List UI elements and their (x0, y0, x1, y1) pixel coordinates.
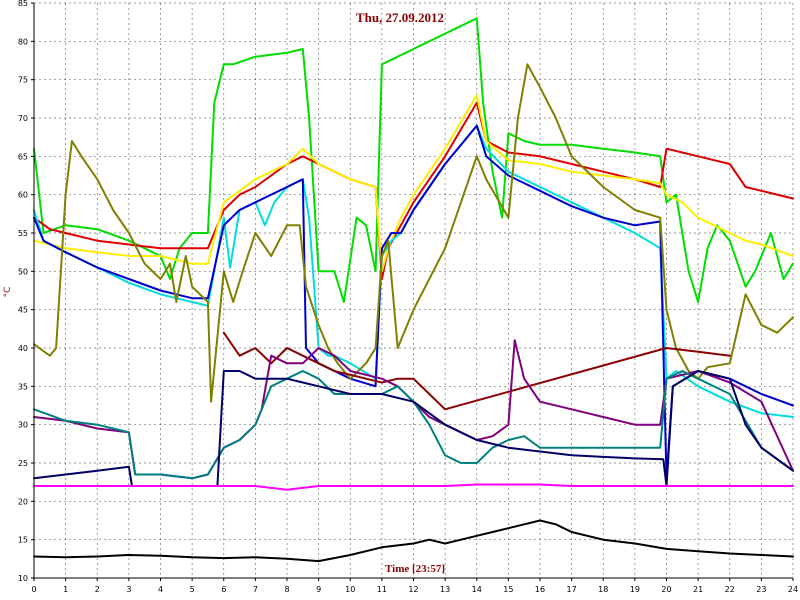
y-tick-label: 40 (18, 344, 28, 353)
y-tick-label: 85 (18, 0, 28, 8)
x-tick-label: 21 (693, 585, 703, 594)
y-tick-label: 65 (18, 152, 28, 161)
y-tick-label: 60 (18, 191, 28, 200)
y-tick-label: 75 (18, 76, 28, 85)
y-tick-label: 45 (18, 306, 28, 315)
x-tick-label: 3 (126, 585, 131, 594)
y-tick-label: 30 (18, 421, 28, 430)
x-tick-label: 10 (345, 585, 355, 594)
y-axis-label: °C (3, 287, 13, 298)
x-tick-label: 20 (661, 585, 671, 594)
x-tick-label: 19 (630, 585, 640, 594)
x-tick-label: 5 (190, 585, 195, 594)
y-tick-label: 50 (18, 267, 28, 276)
x-tick-label: 2 (95, 585, 100, 594)
x-tick-label: 22 (725, 585, 735, 594)
x-tick-label: 4 (158, 585, 163, 594)
x-tick-label: 23 (756, 585, 766, 594)
y-tick-label: 10 (18, 574, 28, 583)
y-tick-label: 25 (18, 459, 28, 468)
y-tick-label: 35 (18, 382, 28, 391)
x-tick-label: 18 (598, 585, 608, 594)
series-line (33, 17, 794, 303)
series-line (222, 331, 731, 411)
x-tick-label: 0 (31, 585, 36, 594)
y-tick-label: 70 (18, 114, 28, 123)
x-tick-label: 11 (377, 585, 387, 594)
x-tick-label: 12 (408, 585, 418, 594)
x-tick-label: 17 (567, 585, 577, 594)
y-tick-label: 55 (18, 229, 28, 238)
chart-title: Thu, 27.09.2012 (356, 10, 444, 25)
x-tick-label: 1 (63, 585, 68, 594)
x-tick-label: 15 (503, 585, 513, 594)
x-axis-label: Time [23:57] (385, 563, 445, 575)
series-line (33, 483, 794, 491)
x-tick-label: 13 (440, 585, 450, 594)
x-tick-label: 7 (253, 585, 258, 594)
x-tick-label: 9 (316, 585, 321, 594)
y-tick-label: 80 (18, 37, 28, 46)
series-group (33, 17, 794, 563)
series-line (33, 124, 794, 418)
series-line (33, 370, 794, 480)
x-tick-label: 14 (472, 585, 482, 594)
y-tick-label: 20 (18, 497, 28, 506)
x-tick-label: 8 (284, 585, 289, 594)
series-line (33, 519, 794, 563)
series-line (33, 101, 794, 280)
x-tick-label: 16 (535, 585, 545, 594)
x-tick-label: 6 (221, 585, 226, 594)
grid (33, 2, 794, 579)
series-line (33, 63, 794, 403)
x-tick-label: 24 (788, 585, 798, 594)
y-tick-label: 15 (18, 536, 28, 545)
